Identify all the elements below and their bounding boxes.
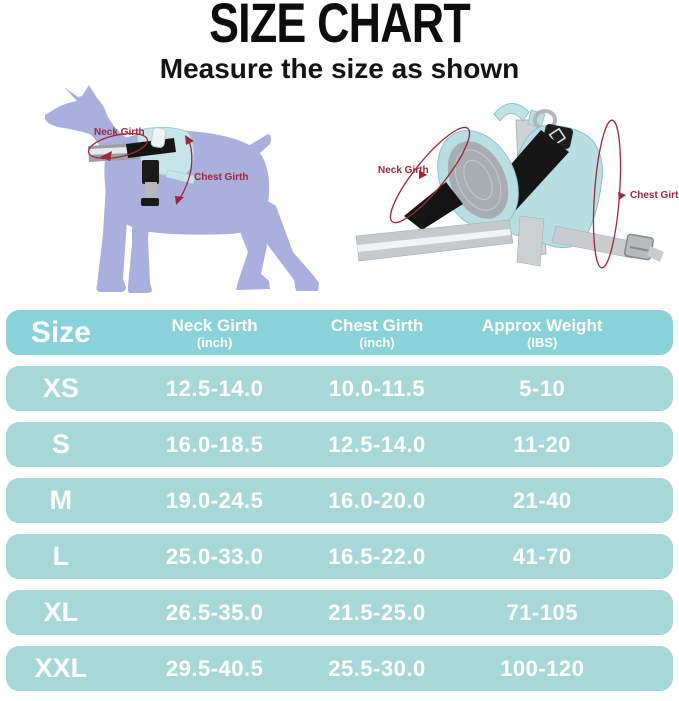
dog-front-leg [96, 184, 130, 292]
weight-cell: 21-40 [512, 487, 572, 513]
product-handle [493, 103, 530, 122]
size-cell: S [51, 429, 70, 459]
dog-chest-girth-arc [178, 139, 193, 201]
dog-silhouette [45, 85, 319, 293]
chest-girth-cell: 12.5-14.0 [328, 431, 426, 457]
neck-girth-cell: 26.5-35.0 [165, 599, 264, 625]
product-reflective-stripe [357, 229, 511, 252]
dog-chest-girth-label: Chest Girth [194, 172, 248, 183]
product-neck-girth-ellipse [389, 126, 471, 224]
neck-girth-cell: 19.0-24.5 [165, 487, 264, 513]
dog-front-leg-far [127, 188, 152, 293]
header-chest-girth-label: Chest Girth [330, 315, 424, 335]
page-subtitle: Measure the size as shown [159, 53, 520, 84]
header-chest-girth-unit: (inch) [359, 334, 395, 350]
dog-neck-girth-ellipse [87, 132, 149, 160]
header-approx-weight-unit: (IBS) [527, 334, 558, 350]
product-neck-girth-label: Neck Girth [378, 165, 429, 176]
product-chest-girth-label: Chest Girth [630, 190, 679, 201]
measurement-diagrams: Neck Girth Chest Girth [45, 85, 679, 293]
header-approx-weight: Approx Weight (IBS) [440, 317, 644, 349]
weight-cell: 41-70 [512, 543, 572, 569]
header-approx-weight-label: Approx Weight [481, 315, 603, 335]
neck-girth-cell: 25.0-33.0 [165, 543, 264, 569]
size-cell: XXL [34, 653, 88, 683]
chest-girth-cell: 25.5-30.0 [328, 655, 426, 681]
harness-product [355, 103, 664, 267]
page-title: SIZE CHART [209, 0, 471, 54]
product-annotations: Neck Girth Chest Girth [378, 119, 679, 269]
dog-hind-leg-far [256, 194, 319, 291]
dog-chest-arrowhead-bottom [175, 196, 184, 205]
dog-tail [245, 134, 272, 160]
size-table: Size Neck Girth (inch) Chest Girth (inch… [6, 310, 673, 701]
product-chest-arrowhead [618, 192, 626, 200]
header-chest-girth: Chest Girth (inch) [314, 317, 441, 349]
header-size: Size [30, 315, 91, 349]
chest-girth-cell: 16.5-22.0 [328, 543, 426, 569]
dog-neck-girth-label: Neck Girth [94, 127, 145, 138]
size-cell: L [52, 541, 70, 571]
product-neck-strap-black [404, 182, 463, 230]
dog-chest-arrowhead-top [185, 135, 194, 145]
size-cell: XL [43, 597, 79, 627]
header-neck-girth-unit: (inch) [196, 334, 233, 350]
weight-cell: 100-120 [500, 655, 585, 681]
table-row-xl: XL 26.5-35.0 21.5-25.0 71-105 [6, 590, 673, 635]
hanging-strap-tip [141, 198, 159, 206]
header-neck-girth-label: Neck Girth [171, 315, 258, 335]
table-row-s: S 16.0-18.5 12.5-14.0 11-20 [6, 422, 673, 467]
harness-top-clip [150, 127, 167, 148]
table-row-xxl: XXL 29.5-40.5 25.5-30.0 100-120 [6, 646, 673, 691]
neck-girth-cell: 16.0-18.5 [165, 431, 264, 457]
dog-neck-arrowhead [100, 151, 112, 161]
table-header-row: Size Neck Girth (inch) Chest Girth (inch… [6, 310, 673, 355]
hanging-strap-buckle [142, 160, 159, 184]
size-cell: M [49, 485, 73, 515]
hanging-strap [145, 182, 157, 202]
product-strap-tip [647, 246, 664, 262]
weight-cell: 71-105 [506, 599, 578, 625]
product-center-strap [516, 215, 545, 267]
table-row-l: L 25.0-33.0 16.5-22.0 41-70 [6, 534, 673, 579]
chest-girth-cell: 16.0-20.0 [328, 487, 426, 513]
chest-girth-cell: 21.5-25.0 [328, 599, 426, 625]
neck-girth-cell: 12.5-14.0 [165, 375, 264, 401]
chest-girth-cell: 10.0-11.5 [328, 375, 426, 401]
table-row-m: M 19.0-24.5 16.0-20.0 21-40 [6, 478, 673, 523]
weight-cell: 5-10 [519, 375, 566, 401]
header-neck-girth: Neck Girth (inch) [116, 317, 314, 349]
product-buckle-slot [629, 246, 651, 252]
product-neck-arrowhead [419, 170, 427, 179]
size-cell: XS [42, 373, 79, 403]
neck-girth-cell: 29.5-40.5 [165, 655, 264, 681]
table-row-xs: XS 12.5-14.0 10.0-11.5 5-10 [6, 366, 673, 411]
weight-cell: 11-20 [513, 431, 571, 457]
dog-annotations: Neck Girth Chest Girth [87, 127, 248, 205]
